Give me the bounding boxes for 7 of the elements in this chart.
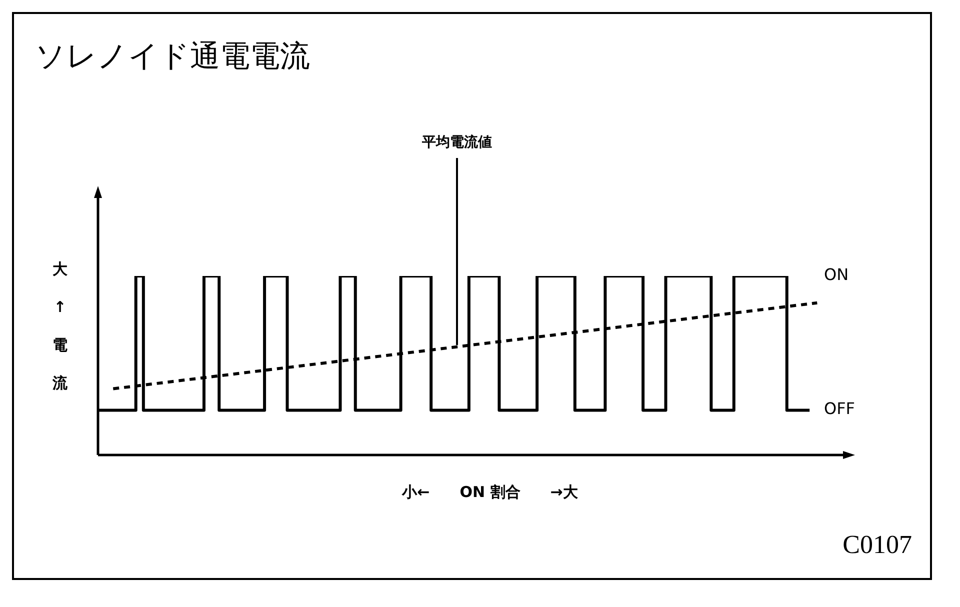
x-axis-title: 小← ON 割合 →大 xyxy=(401,482,579,501)
annotation: ON xyxy=(824,265,849,284)
chart-title: ソレノイド通電電流 xyxy=(35,38,310,74)
text: C0107 xyxy=(842,530,912,559)
text: 平均電流値 xyxy=(421,134,492,151)
text: 大↑電流 xyxy=(52,260,68,392)
annotation: OFF xyxy=(824,399,855,418)
